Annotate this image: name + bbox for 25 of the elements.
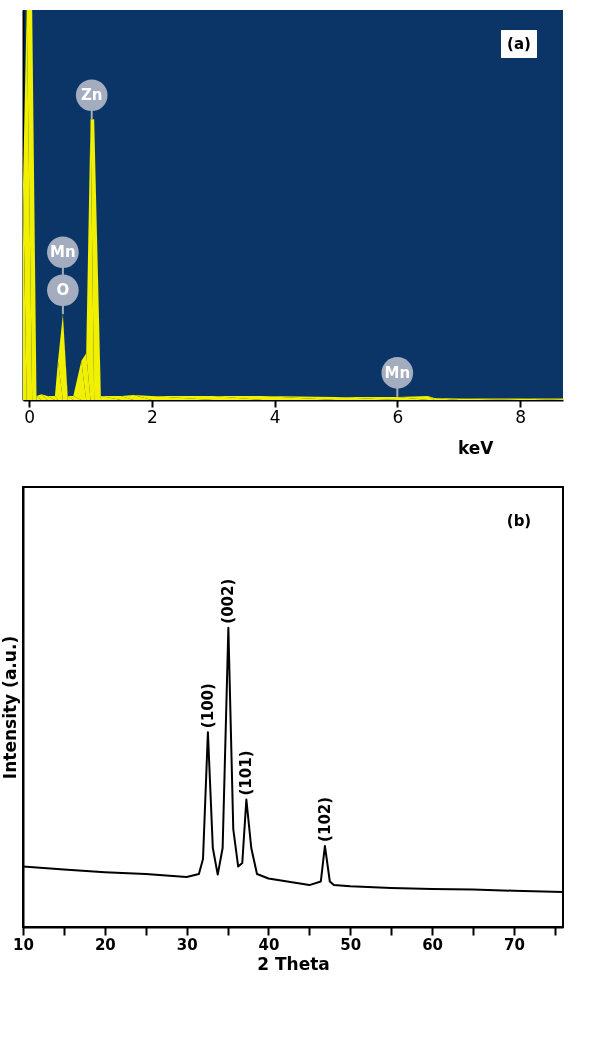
- x-tick-label: 4: [269, 406, 281, 427]
- x-tick-label: 40: [258, 935, 280, 954]
- x-tick-label: 0: [24, 406, 36, 427]
- y-axis-title: Intensity (a.u.): [0, 635, 20, 780]
- text: (b): [506, 512, 532, 530]
- annotation: (101): [237, 750, 256, 796]
- annotation: (100): [198, 683, 217, 729]
- x-tick-label: 60: [422, 935, 444, 954]
- x-tick-label: 2: [146, 406, 158, 427]
- x-tick-label: 70: [503, 935, 525, 954]
- x-tick-label: 50: [340, 935, 362, 954]
- x-axis-title: keV: [457, 437, 495, 458]
- annotation: (a): [507, 35, 531, 53]
- annotation: (102): [315, 796, 334, 842]
- x-tick-label: 10: [13, 935, 34, 954]
- x-axis-title: 2 Theta: [257, 953, 330, 974]
- x-tick-label: 30: [176, 935, 198, 954]
- annotation: Mn: [384, 363, 411, 382]
- x-tick-label: 6: [392, 406, 404, 427]
- annotation: Zn: [80, 86, 103, 105]
- annotation: Mn: [50, 243, 76, 262]
- x-tick-label: 20: [94, 935, 116, 954]
- annotation: (002): [219, 578, 238, 624]
- annotation: O: [56, 281, 70, 300]
- x-tick-label: 8: [515, 406, 526, 427]
